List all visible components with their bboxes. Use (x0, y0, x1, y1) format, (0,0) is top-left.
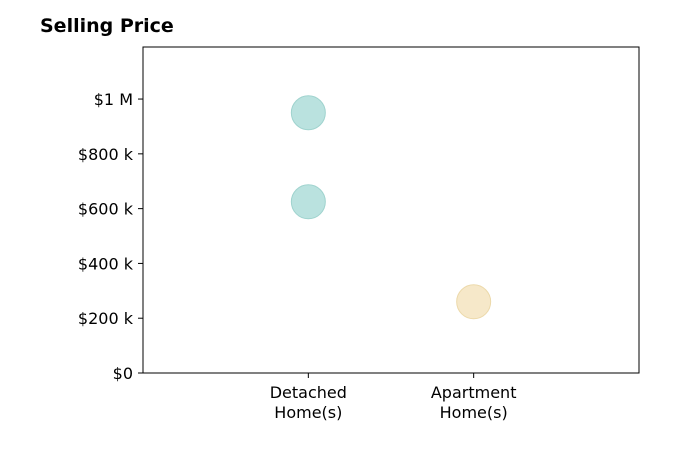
y-axis: $0 $200 k $400 k $600 k $800 k $1 M (78, 90, 143, 383)
x-tick-label: Detached Home(s) (270, 383, 347, 422)
data-point-1 (290, 184, 326, 220)
data-point-2 (456, 284, 492, 320)
y-tick-label: $200 k (78, 309, 134, 328)
y-tick-label: $400 k (78, 254, 134, 273)
chart-title: Selling Price (40, 15, 174, 37)
x-axis: Detached Home(s) Apartment Home(s) (270, 373, 517, 422)
y-tick-label: $800 k (78, 145, 134, 164)
data-point-0 (290, 95, 326, 131)
y-tick-label: $0 (113, 364, 133, 383)
plot-frame (142, 46, 640, 374)
points-layer (290, 95, 492, 320)
y-tick-label: $1 M (94, 90, 133, 109)
y-tick-label: $600 k (78, 200, 134, 219)
x-tick-label: Apartment Home(s) (431, 383, 517, 422)
